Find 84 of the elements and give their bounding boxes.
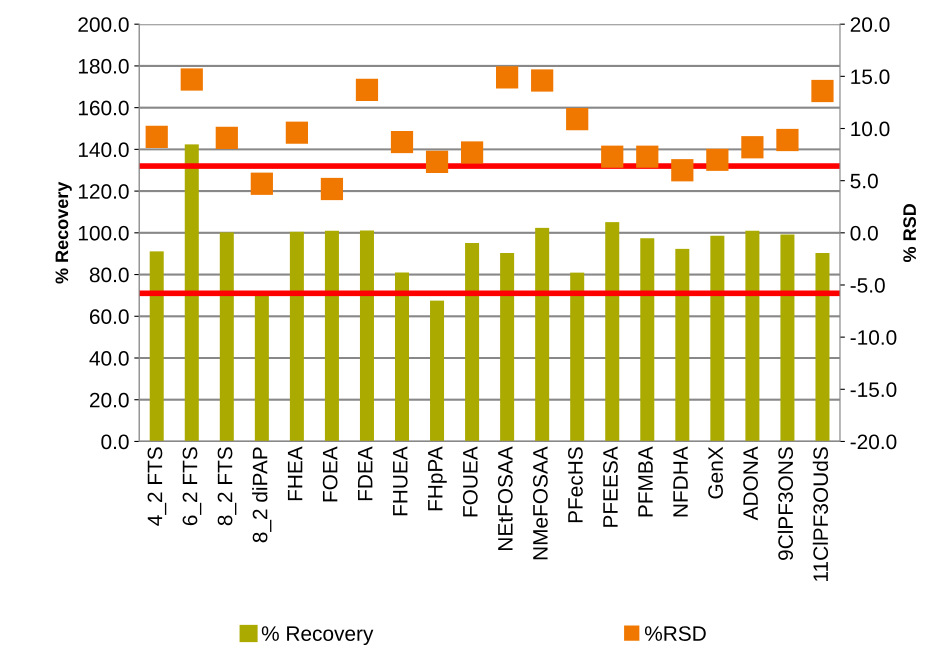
y-tick-label: 120.0 [78, 184, 129, 199]
y-tick-label: 20.0 [90, 392, 129, 408]
x-tick-label: FOUEA [462, 446, 478, 516]
y-tick-label: 160.0 [78, 100, 129, 116]
point [531, 69, 554, 92]
y2-tick-label: 20.0 [850, 17, 890, 32]
bar [220, 232, 234, 442]
point [776, 128, 799, 152]
bar [605, 222, 620, 442]
legend-label: %RSD [644, 626, 706, 641]
bar [254, 295, 269, 442]
bar [430, 300, 444, 442]
y2-tick-label: -10.0 [850, 330, 896, 345]
y-tick-label: 40.0 [89, 351, 129, 366]
x-tick-label: FDEA [358, 446, 372, 500]
y-tick-label: 100.0 [78, 226, 129, 241]
bar [780, 234, 794, 442]
y-tick-label: 200.0 [78, 17, 129, 32]
y2-tick-label: 0.0 [850, 226, 878, 241]
point [390, 130, 414, 154]
point [426, 150, 448, 174]
y2-tick-label: 10.0 [851, 122, 890, 136]
y-tick-label: 60.0 [90, 309, 129, 324]
point [286, 122, 308, 144]
point [460, 141, 484, 164]
x-tick-label: FOEA [322, 446, 338, 502]
x-tick-label: GenX [708, 446, 723, 499]
bar [324, 230, 339, 442]
bar [500, 253, 514, 442]
x-tick-label: NMeFOSAA [532, 446, 548, 560]
legend-label: % Recovery [262, 626, 374, 646]
bar [745, 230, 760, 442]
y2-tick-label: -15.0 [850, 382, 896, 398]
x-tick-label: FHUEA [393, 446, 408, 516]
point [601, 146, 624, 168]
point [320, 178, 344, 200]
bar [570, 272, 584, 442]
bar [640, 238, 654, 442]
point [706, 148, 728, 171]
x-tick-label: ADONA [743, 446, 758, 520]
y2-tick-label: -20.0 [850, 434, 896, 450]
point [566, 108, 588, 130]
point [741, 136, 764, 158]
bar [150, 251, 164, 442]
bar [184, 144, 199, 442]
point [146, 126, 168, 148]
point [496, 66, 518, 89]
x-tick-label: FHpPA [428, 446, 447, 510]
y-axis-title: % Recovery [55, 182, 72, 284]
bar [465, 243, 480, 442]
y-tick-label: 180.0 [78, 58, 129, 74]
y2-axis-title: % RSD [903, 204, 916, 262]
x-tick-label: 4_2 FTS [148, 447, 166, 526]
x-tick-label: 8_2 FTS [218, 447, 236, 526]
x-tick-label: NFDHA [673, 446, 688, 516]
bar [675, 248, 690, 442]
bar [535, 228, 550, 442]
x-tick-label: PFecHS [568, 447, 583, 522]
x-tick-label: 11ClPF3OUdS [812, 447, 828, 581]
point [250, 172, 273, 195]
y-tick-label: 80.0 [90, 268, 129, 282]
x-tick-label: 6_2 FTS [182, 447, 202, 526]
point [356, 78, 378, 102]
bar [710, 236, 724, 442]
bar [360, 230, 374, 442]
x-tick-label: NEtFOSAA [498, 446, 513, 550]
x-tick-label: FHEA [288, 446, 302, 500]
bar [290, 232, 304, 442]
x-tick-label: 9ClPF3ONS [778, 447, 794, 560]
x-tick-label: 8_2 diPAP [252, 447, 272, 542]
bar [394, 272, 410, 442]
point [216, 126, 238, 150]
y-tick-label: 0.0 [101, 434, 129, 450]
point [671, 159, 694, 182]
y2-tick-label: -5.0 [850, 278, 885, 293]
point [636, 146, 658, 168]
point [811, 80, 834, 102]
x-tick-label: PFEESA [603, 446, 618, 527]
y-tick-label: 140.0 [78, 142, 129, 158]
y2-tick-label: 15.0 [851, 69, 890, 84]
point [180, 68, 203, 91]
x-tick-label: PFMBA [638, 446, 653, 516]
bar [815, 253, 830, 442]
y2-tick-label: 5.0 [850, 174, 878, 188]
